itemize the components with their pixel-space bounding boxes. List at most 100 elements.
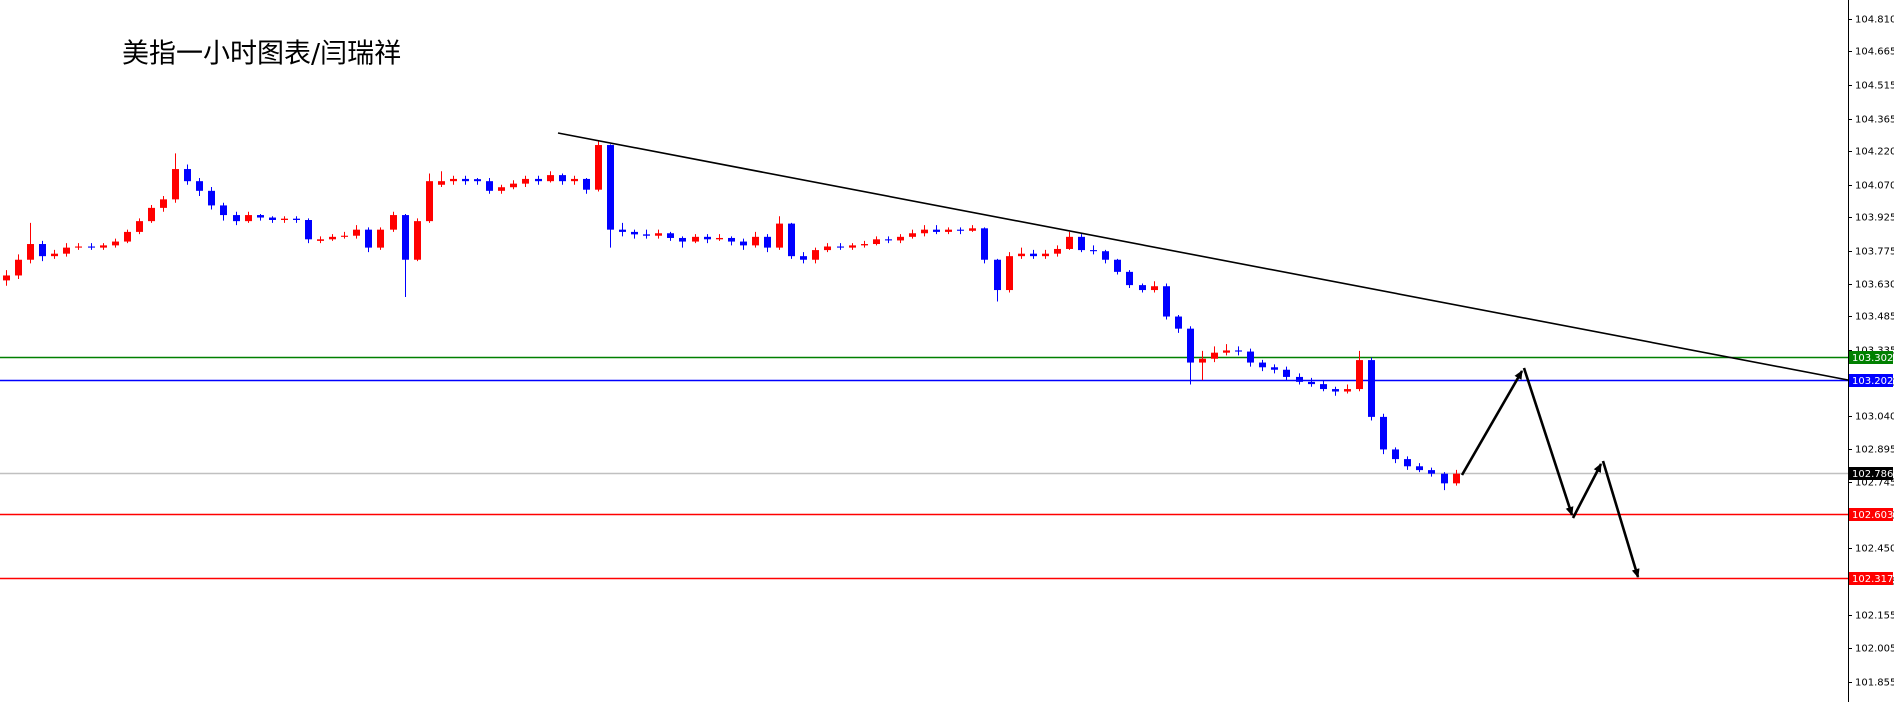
y-tick-label: 102.005 (1855, 644, 1894, 655)
candle-body (438, 181, 445, 185)
candle-body (88, 246, 95, 248)
candle-body (172, 169, 179, 200)
candle-body (1126, 271, 1133, 286)
candle-body (112, 241, 119, 246)
candle-body (1453, 473, 1460, 484)
candle-body (981, 228, 988, 260)
candle-body (233, 215, 240, 222)
y-tick-label: 102.450 (1855, 544, 1894, 555)
candle-body (136, 221, 143, 232)
y-tick-label: 104.515 (1855, 81, 1894, 92)
y-tick-label: 104.220 (1855, 147, 1894, 158)
level-label: 102.317 (1852, 574, 1893, 585)
candle-body (1344, 389, 1351, 392)
candle-body (148, 207, 155, 222)
candle-body (498, 187, 505, 191)
candle-body (704, 236, 711, 240)
candle-body (1416, 466, 1423, 471)
candle-body (317, 239, 324, 241)
candle-body (1271, 367, 1278, 370)
candle-body (1042, 253, 1049, 257)
candle-body (1235, 350, 1242, 352)
y-tick-label: 103.040 (1855, 412, 1894, 423)
candle-body (15, 259, 22, 276)
candle-body (39, 244, 46, 257)
candle-body (1308, 381, 1315, 385)
candle-body (3, 275, 10, 281)
candle-body (619, 229, 626, 232)
candle-body (414, 221, 421, 260)
candle-body (1187, 328, 1194, 363)
candle-body (728, 237, 735, 242)
candle-body (220, 205, 227, 216)
candles (3, 140, 1460, 491)
candle-body (1368, 360, 1375, 417)
candle-body (607, 145, 614, 230)
candle-body (269, 217, 276, 221)
candle-body (486, 181, 493, 191)
candle-body (571, 178, 578, 182)
candle-body (921, 229, 928, 234)
candle-body (196, 181, 203, 191)
candle-body (124, 231, 131, 242)
candle-body (510, 183, 517, 188)
candle-body (1392, 449, 1399, 460)
y-tick-label: 103.775 (1855, 247, 1894, 258)
candle-body (933, 229, 940, 232)
candle-body (462, 178, 469, 182)
level-label-box (1849, 351, 1893, 364)
y-tick-label: 102.155 (1855, 611, 1894, 622)
candle-body (353, 229, 360, 236)
level-label: 102.603 (1852, 510, 1893, 521)
candle-body (1247, 351, 1254, 363)
candle-body (160, 199, 167, 208)
candle-body (1054, 248, 1061, 254)
candle-body (1090, 250, 1097, 252)
candle-body (812, 250, 819, 260)
candle-body (1428, 470, 1435, 474)
candle-body (945, 229, 952, 232)
candle-body (957, 229, 964, 231)
candle-body (643, 234, 650, 236)
candle-body (849, 245, 856, 248)
candle-body (1223, 350, 1230, 353)
candle-body (716, 237, 723, 240)
candle-body (861, 244, 868, 246)
candle-body (1114, 259, 1121, 272)
candle-body (51, 253, 58, 257)
y-tick-label: 102.895 (1855, 445, 1894, 456)
candle-body (1018, 253, 1025, 257)
candle-body (305, 220, 312, 240)
y-tick-label: 104.810 (1855, 15, 1894, 26)
candle-body (377, 229, 384, 248)
candle-body (1139, 285, 1146, 291)
candle-body (1404, 459, 1411, 467)
candle-body (293, 218, 300, 221)
candle-body (1211, 352, 1218, 359)
y-tick-label: 103.925 (1855, 213, 1894, 224)
y-tick-label: 104.665 (1855, 47, 1894, 58)
candle-body (800, 256, 807, 260)
candle-body (1380, 416, 1387, 450)
candle-body (788, 223, 795, 257)
y-tick-label: 103.485 (1855, 312, 1894, 323)
candle-body (426, 181, 433, 222)
level-label: 103.202 (1852, 376, 1893, 387)
candle-body (1163, 286, 1170, 317)
candle-body (885, 239, 892, 241)
arrow (1460, 370, 1524, 476)
candle-body (559, 175, 566, 182)
candle-body (1030, 253, 1037, 257)
y-tick-label: 104.070 (1855, 181, 1894, 192)
candle-body (1066, 236, 1073, 249)
candle-body (655, 233, 662, 236)
candle-body (969, 228, 976, 231)
candle-body (909, 233, 916, 237)
chart-title: 美指一小时图表/闫瑞祥 (122, 39, 401, 70)
y-tick-label: 104.365 (1855, 115, 1894, 126)
candle-body (1102, 251, 1109, 260)
candle-body (994, 259, 1001, 291)
level-labels: 103.302 103.202 102.786 102.603 102.317 (1849, 351, 1893, 585)
candle-body (1356, 360, 1363, 390)
